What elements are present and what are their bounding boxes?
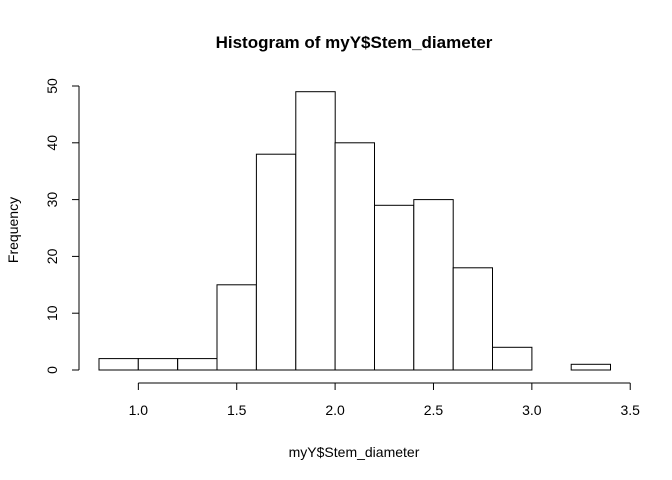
histogram-bar [452,267,494,371]
x-tick-label: 2.5 [424,402,444,418]
x-tick-label: 1.0 [129,402,149,418]
x-axis: 1.0 1.5 2.0 2.5 3.0 3.5 [129,382,640,418]
histogram-bar [177,358,218,371]
histogram-bar [137,358,179,371]
histogram-bar [334,142,376,371]
y-axis-label: Frequency [5,197,21,263]
histogram-bar [374,204,415,371]
y-tick-label: 40 [44,135,60,151]
x-tick-label: 2.0 [325,402,345,418]
y-tick-label: 20 [44,248,60,264]
x-tick-label: 3.0 [522,402,542,418]
y-tick-label: 50 [44,78,60,94]
histogram-bar [98,358,139,371]
y-axis: 0 10 20 30 40 50 [44,78,80,374]
bars-group [98,91,612,371]
histogram-bar [413,199,454,371]
histogram-bar [570,363,612,371]
histogram-bar [295,91,336,371]
y-tick-label: 30 [44,192,60,208]
chart-title: Histogram of myY$Stem_diameter [216,33,493,52]
x-tick-label: 3.5 [620,402,640,418]
histogram-bar [492,346,533,371]
y-tick-label: 0 [44,366,60,374]
histogram-bar [255,153,297,371]
x-tick-label: 1.5 [227,402,247,418]
y-tick-label: 10 [44,305,60,321]
histogram-bar [216,284,257,371]
x-axis-label: myY$Stem_diameter [289,444,420,460]
